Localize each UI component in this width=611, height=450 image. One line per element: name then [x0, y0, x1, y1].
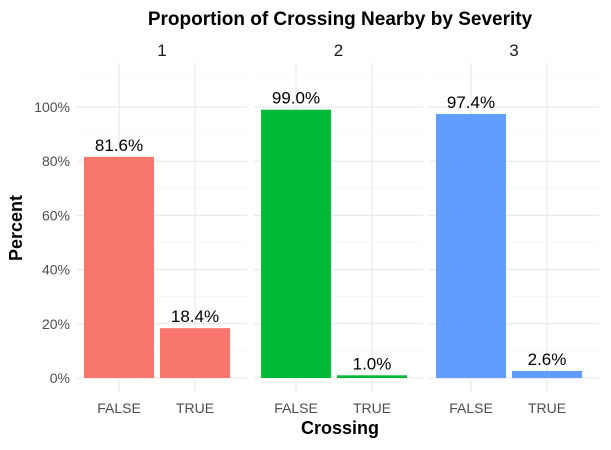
data-label: 1.0%: [353, 354, 392, 373]
x-axis-title: Crossing: [301, 418, 379, 438]
x-tick-label: FALSE: [274, 400, 318, 416]
bar-false: [261, 109, 331, 379]
y-tick-label: 60%: [42, 207, 70, 223]
data-label: 18.4%: [171, 307, 219, 326]
x-tick-label: FALSE: [449, 400, 493, 416]
facet-label: 3: [509, 41, 518, 60]
bar-false: [436, 114, 506, 379]
data-label: 81.6%: [95, 136, 143, 155]
facet-panels: 181.6%FALSE18.4%TRUE299.0%FALSE1.0%TRUE3…: [77, 41, 599, 416]
bar-false: [84, 156, 154, 378]
facet-panel-1: 1 81.6% FALSE 18.4% TRUE: [77, 41, 247, 416]
chart-title: Proportion of Crossing Nearby by Severit…: [148, 9, 533, 30]
data-label: 99.0%: [272, 89, 320, 108]
bar-true: [337, 375, 407, 378]
y-tick-label: 100%: [34, 99, 70, 115]
y-axis-ticks: 0% 20% 40% 60% 80% 100%: [34, 99, 70, 386]
data-label: 2.6%: [528, 350, 567, 369]
x-tick-label: TRUE: [353, 400, 391, 416]
bar-true: [512, 370, 582, 378]
y-tick-label: 0%: [50, 370, 70, 386]
facet-panel-2: 2 99.0% FALSE 1.0% TRUE: [254, 41, 423, 416]
facet-panel-3: 3 97.4% FALSE 2.6% TRUE: [429, 41, 599, 416]
x-tick-label: FALSE: [97, 400, 141, 416]
y-tick-label: 80%: [42, 153, 70, 169]
data-label: 97.4%: [447, 93, 495, 112]
facet-label: 2: [334, 41, 343, 60]
y-tick-label: 40%: [42, 262, 70, 278]
y-axis-title: Percent: [6, 195, 26, 261]
facet-label: 1: [157, 41, 166, 60]
bar-true: [160, 328, 230, 378]
x-tick-label: TRUE: [528, 400, 566, 416]
y-tick-label: 20%: [42, 316, 70, 332]
x-tick-label: TRUE: [176, 400, 214, 416]
